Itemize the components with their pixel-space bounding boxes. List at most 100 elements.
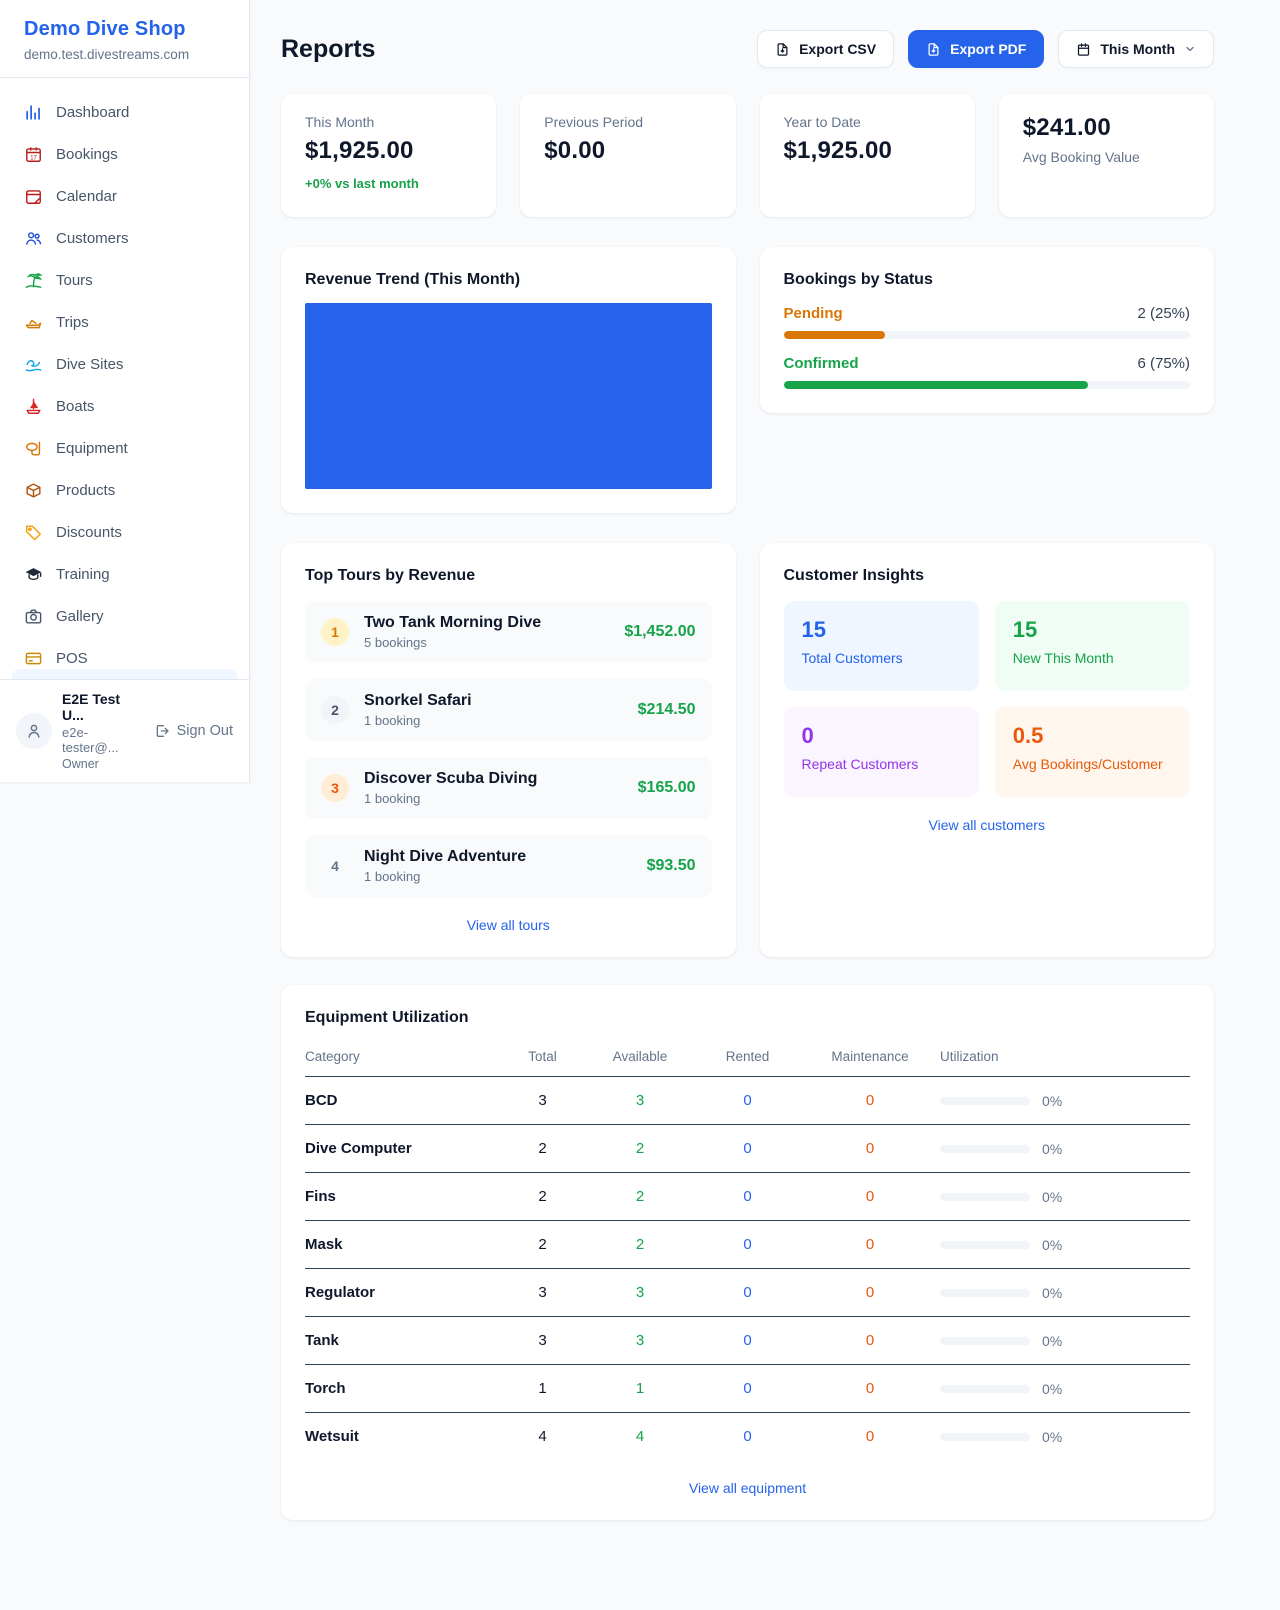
cell-total: 1 (500, 1364, 585, 1413)
top-tours-title: Top Tours by Revenue (305, 567, 476, 584)
equipment-title: Equipment Utilization (305, 1009, 469, 1026)
sidebar-item[interactable]: Products (12, 472, 237, 509)
cell-category: Regulator (305, 1268, 500, 1317)
insight-label: Total Customers (801, 650, 903, 666)
sidebar-item[interactable]: Calendar (12, 178, 237, 215)
tour-name: Discover Scuba Diving (364, 770, 538, 787)
cell-available: 2 (585, 1220, 695, 1269)
user-meta: E2E Test U... e2e-tester@... Owner (62, 691, 144, 771)
cell-maintenance: 0 (800, 1076, 940, 1125)
sidebar-item[interactable]: Gallery (12, 598, 237, 635)
cell-category: Fins (305, 1172, 500, 1221)
sidebar-item-label: Training (56, 566, 110, 583)
cell-maintenance: 0 (800, 1364, 940, 1413)
sidebar-item[interactable]: Tours (12, 262, 237, 299)
tour-list: 1 Two Tank Morning Dive 5 bookings $1,45… (305, 601, 712, 897)
sidebar-item[interactable]: Customers (12, 220, 237, 257)
cell-utilization: 0% (940, 1124, 1190, 1173)
cell-maintenance: 0 (800, 1220, 940, 1269)
stat-card-this-month: This Month $1,925.00 +0% vs last month (281, 94, 497, 217)
sidebar-item[interactable]: Dive Sites (12, 346, 237, 383)
sidebar-active-item-partial[interactable] (12, 669, 237, 679)
tour-list-item: 4 Night Dive Adventure 1 booking $93.50 (305, 835, 712, 897)
view-all-customers-link[interactable]: View all customers (928, 817, 1045, 833)
page-title: Reports (281, 34, 376, 63)
cell-maintenance: 0 (800, 1268, 940, 1317)
view-all-tours-link[interactable]: View all tours (466, 917, 550, 933)
sidebar-header: Demo Dive Shop demo.test.divestreams.com (0, 0, 249, 78)
column-header: Available (585, 1037, 695, 1077)
sidebar-item[interactable]: Boats (12, 388, 237, 425)
sidebar-nav: Dashboard 17 Bookings Calendar Customers… (0, 78, 249, 667)
utilization-bar (940, 1144, 1030, 1153)
speedboat-icon (24, 313, 43, 332)
revenue-trend-card: Revenue Trend (This Month) (281, 247, 736, 513)
sidebar-item[interactable]: POS (12, 640, 237, 667)
cell-utilization: 0% (940, 1268, 1190, 1317)
cell-rented: 0 (695, 1076, 800, 1125)
equipment-table: Category Total Available Rented Maintena… (305, 1037, 1190, 1460)
cell-category: Mask (305, 1220, 500, 1269)
sidebar-item[interactable]: Training (12, 556, 237, 593)
cell-rented: 0 (695, 1268, 800, 1317)
rank-badge: 2 (321, 696, 349, 724)
stat-card-avg-booking-value: $241.00 Avg Booking Value (998, 94, 1214, 217)
status-row: Pending 2 (25%) (783, 305, 1190, 339)
export-csv-button[interactable]: Export CSV (757, 30, 895, 68)
bookings-by-status-card: Bookings by Status Pending 2 (25%) (759, 247, 1214, 413)
utilization-bar (940, 1240, 1030, 1249)
sidebar-item[interactable]: 17 Bookings (12, 136, 237, 173)
cell-total: 2 (500, 1124, 585, 1173)
top-tours-card: Top Tours by Revenue 1 Two Tank Morning … (281, 543, 736, 957)
export-pdf-button[interactable]: Export PDF (908, 30, 1045, 68)
view-all-equipment-link[interactable]: View all equipment (688, 1480, 807, 1496)
rank-badge: 4 (331, 858, 339, 874)
cell-rented: 0 (743, 1428, 752, 1445)
cell-total: 3 (500, 1316, 585, 1365)
cell-rented: 0 (695, 1316, 800, 1365)
cell-maintenance: 0 (800, 1172, 940, 1221)
cell-maintenance: 0 (800, 1124, 940, 1173)
table-row: Tank 3 3 0 0 0% (305, 1316, 1190, 1365)
customer-insights-card: Customer Insights 15 Total Customers 15 … (759, 543, 1214, 957)
tour-list-item: 1 Two Tank Morning Dive 5 bookings $1,45… (305, 601, 712, 663)
tour-name: Two Tank Morning Dive (364, 614, 542, 631)
cell-total: 2 (500, 1220, 585, 1269)
equipment-utilization-card: Equipment Utilization Category Total Ava… (281, 985, 1214, 1520)
cell-category: Tank (305, 1316, 500, 1365)
user-name: E2E Test U... (62, 691, 121, 723)
svg-text:17: 17 (30, 155, 37, 161)
cell-available: 1 (585, 1364, 695, 1413)
stat-card-year-to-date: Year to Date $1,925.00 (759, 94, 975, 217)
chevron-down-icon (1186, 46, 1194, 52)
customer-insights-title: Customer Insights (783, 567, 924, 584)
utilization-percent: 0% (1042, 1380, 1063, 1397)
sidebar-item[interactable]: Equipment (12, 430, 237, 467)
period-dropdown[interactable]: This Month (1058, 30, 1214, 68)
cell-available: 3 (585, 1316, 695, 1365)
cell-utilization: 0% (940, 1413, 1190, 1461)
stat-cards: This Month $1,925.00 +0% vs last month P… (281, 94, 1214, 217)
user-panel: E2E Test U... e2e-tester@... Owner Sign … (0, 679, 249, 782)
sidebar-item-label: Calendar (56, 188, 117, 205)
sidebar-item-label: Trips (56, 314, 89, 331)
tour-revenue: $93.50 (646, 857, 696, 874)
sidebar-item[interactable]: Trips (12, 304, 237, 341)
main-content: Reports Export CSV Export PDF This Month… (281, 0, 1214, 1520)
sidebar-item-label: Boats (56, 398, 95, 415)
cell-maintenance: 0 (800, 1316, 940, 1365)
sidebar-item[interactable]: Dashboard (12, 94, 237, 131)
sidebar-item[interactable]: Discounts (12, 514, 237, 551)
sidebar: Demo Dive Shop demo.test.divestreams.com… (0, 0, 250, 782)
island-icon (24, 271, 43, 290)
sidebar-item-label: Products (56, 482, 116, 499)
tour-bookings-count: 1 booking (364, 713, 421, 728)
utilization-percent: 0% (1042, 1140, 1063, 1157)
insight-value: 15 (801, 617, 826, 642)
sign-out-button[interactable]: Sign Out (154, 723, 233, 739)
avatar (16, 713, 52, 749)
sidebar-item-label: Customers (56, 230, 129, 247)
cell-category: Dive Computer (305, 1124, 500, 1173)
person-icon (28, 724, 40, 738)
sidebar-item-label: POS (56, 650, 88, 667)
